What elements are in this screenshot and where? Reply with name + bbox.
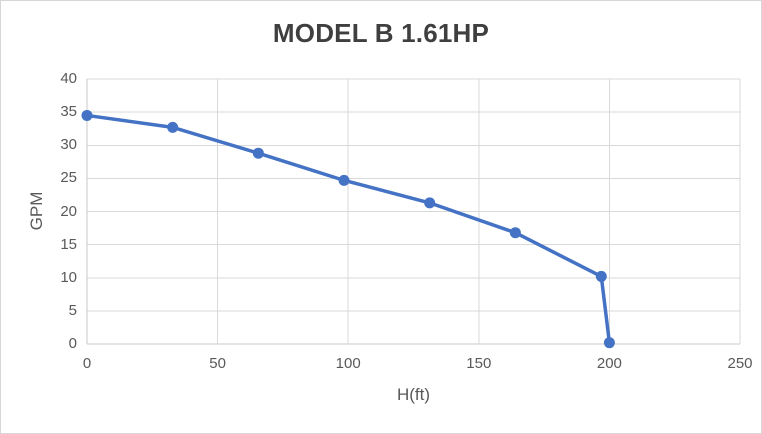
y-tick-label: 20 [60, 202, 77, 220]
series-line [85, 113, 612, 345]
y-tick-label: 0 [68, 335, 77, 352]
x-tick-label: 150 [466, 355, 492, 372]
data-point-marker [167, 121, 179, 133]
chart-title: MODEL B 1.61HP [272, 18, 490, 48]
plot-area [81, 78, 741, 349]
data-point-marker [81, 109, 93, 121]
y-tick-label: 40 [60, 70, 77, 87]
data-point-marker [252, 147, 264, 159]
x-tick-label: 250 [727, 355, 753, 372]
data-point-marker [424, 197, 436, 209]
data-point-marker [338, 174, 350, 186]
line-chart-svg [81, 78, 741, 349]
y-tick-label: 15 [60, 235, 77, 253]
y-tick-label: 30 [60, 136, 77, 154]
x-axis-title: H(ft) [396, 385, 431, 404]
gridlines [86, 78, 741, 345]
y-tick-label: 10 [60, 268, 77, 286]
data-point-marker [509, 227, 521, 239]
x-tick-label: 200 [596, 355, 622, 372]
data-point-marker [595, 270, 607, 282]
y-tick-label: 25 [60, 169, 77, 187]
x-tick-label: 100 [335, 355, 361, 372]
x-tick-label: 0 [82, 355, 92, 372]
y-tick-label: 35 [60, 103, 77, 121]
data-point-marker [603, 337, 615, 349]
y-tick-label: 5 [68, 301, 77, 319]
x-tick-label: 50 [209, 355, 226, 372]
